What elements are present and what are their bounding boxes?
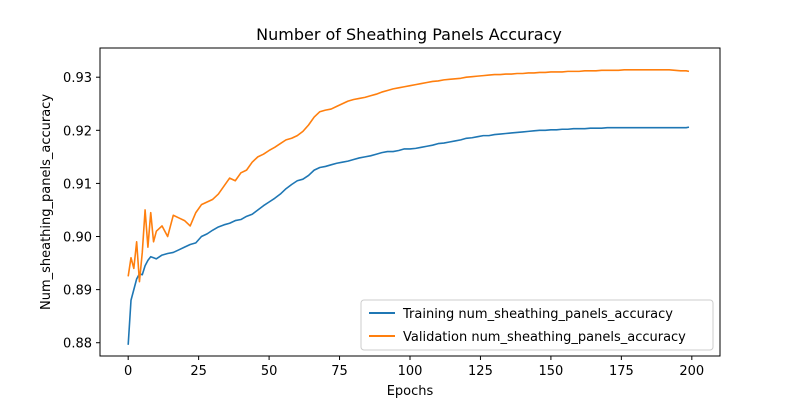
y-tick-label: 0.92 (63, 124, 92, 139)
chart-title: Number of Sheathing Panels Accuracy (256, 25, 562, 44)
y-tick-label: 0.89 (63, 284, 92, 299)
validation-accuracy-line (127, 68, 690, 283)
training-accuracy-line (127, 126, 690, 345)
legend: Training num_sheathing_panels_accuracy V… (360, 299, 714, 351)
x-tick-label: 25 (190, 364, 207, 379)
legend-label-validation: Validation num_sheathing_panels_accuracy (403, 330, 686, 345)
x-tick-label: 200 (679, 364, 704, 379)
y-tick-label: 0.91 (63, 177, 92, 192)
x-tick-label: 175 (609, 364, 634, 379)
x-tick-label: 125 (468, 364, 493, 379)
legend-box (360, 299, 714, 351)
x-axis-label: Epochs (387, 384, 434, 399)
series-layer (127, 68, 690, 345)
x-axis: 0 25 50 75 100 125 150 175 200 (124, 356, 704, 379)
y-axis: 0.88 0.89 0.90 0.91 0.92 0.93 (63, 71, 100, 352)
legend-label-training: Training num_sheathing_panels_accuracy (402, 307, 673, 322)
x-tick-label: 150 (538, 364, 563, 379)
x-tick-label: 100 (398, 364, 423, 379)
x-tick-label: 0 (124, 364, 132, 379)
y-axis-label: Num_sheathing_panels_accuracy (39, 94, 54, 310)
y-tick-label: 0.93 (63, 71, 92, 86)
x-tick-label: 75 (331, 364, 348, 379)
y-tick-label: 0.90 (63, 231, 92, 246)
y-tick-label: 0.88 (63, 337, 92, 352)
x-tick-label: 50 (261, 364, 278, 379)
